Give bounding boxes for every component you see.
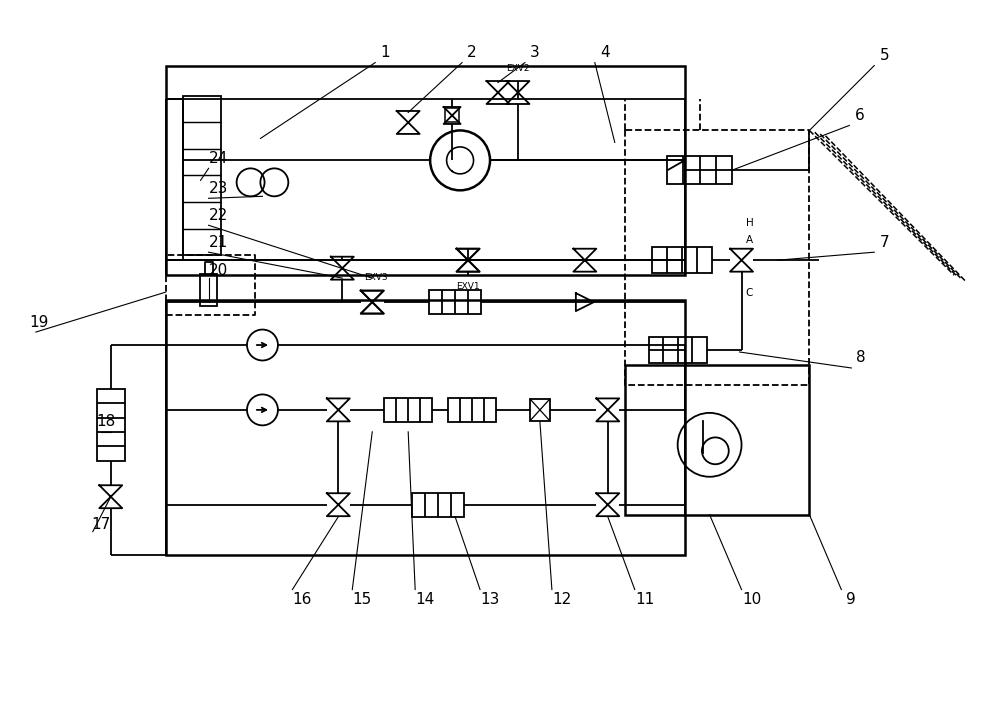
- Bar: [530, 399, 550, 421]
- Bar: [200, 274, 217, 306]
- Text: H: H: [746, 218, 753, 228]
- Bar: [166, 65, 685, 275]
- Text: EXV1: EXV1: [456, 282, 480, 291]
- Text: 3: 3: [530, 45, 540, 60]
- Text: 24: 24: [209, 151, 228, 166]
- Bar: [412, 493, 464, 517]
- Text: C: C: [746, 288, 753, 298]
- Bar: [384, 398, 432, 422]
- Text: 10: 10: [742, 592, 761, 607]
- Text: 21: 21: [209, 235, 228, 250]
- Text: 22: 22: [209, 208, 228, 223]
- Text: 9: 9: [846, 592, 856, 607]
- Bar: [667, 156, 732, 185]
- Text: EXV3: EXV3: [364, 273, 388, 282]
- Bar: [448, 398, 496, 422]
- Bar: [183, 96, 221, 255]
- Bar: [166, 300, 685, 555]
- Bar: [652, 247, 712, 273]
- Bar: [445, 109, 459, 122]
- Bar: [429, 290, 481, 314]
- Text: 16: 16: [293, 592, 312, 607]
- Text: 2: 2: [467, 45, 477, 60]
- Bar: [649, 337, 707, 363]
- Text: 19: 19: [29, 315, 49, 329]
- Text: 20: 20: [209, 263, 228, 278]
- Text: 23: 23: [209, 181, 228, 196]
- Text: 6: 6: [854, 108, 864, 123]
- Text: A: A: [746, 235, 753, 245]
- Bar: [97, 389, 125, 461]
- Text: 15: 15: [353, 592, 372, 607]
- Text: 12: 12: [552, 592, 572, 607]
- Text: 4: 4: [600, 45, 610, 60]
- Text: 17: 17: [91, 517, 110, 532]
- Text: 1: 1: [380, 45, 390, 60]
- Text: 14: 14: [416, 592, 435, 607]
- Text: 5: 5: [879, 48, 889, 63]
- Text: 18: 18: [96, 415, 115, 430]
- Text: 11: 11: [635, 592, 654, 607]
- Text: 13: 13: [480, 592, 500, 607]
- Bar: [625, 365, 809, 515]
- Text: 8: 8: [856, 351, 866, 366]
- Text: 7: 7: [879, 235, 889, 250]
- Text: EXV2: EXV2: [506, 64, 530, 72]
